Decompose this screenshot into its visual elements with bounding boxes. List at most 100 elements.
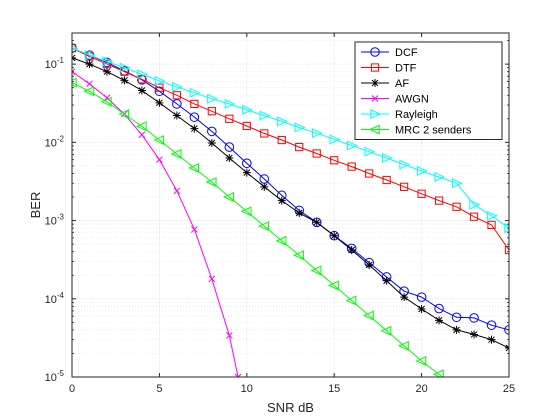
data-point-mrc-2-senders	[397, 340, 409, 351]
data-point-rayleigh	[504, 223, 509, 234]
series-line-dcf	[72, 47, 509, 331]
data-point-af	[120, 76, 129, 85]
data-point-dtf	[207, 107, 216, 116]
data-point-rayleigh	[119, 62, 131, 73]
series-af	[72, 53, 509, 352]
data-point-mrc-2-senders	[72, 77, 77, 88]
data-point-awgn	[156, 156, 163, 164]
data-point-rayleigh	[102, 56, 114, 67]
data-point-af	[277, 196, 286, 205]
data-point-af	[242, 168, 251, 177]
data-point-mrc-2-senders	[293, 250, 304, 261]
data-point-dcf	[486, 320, 497, 330]
data-point-dcf	[504, 325, 509, 335]
data-point-dcf	[154, 86, 165, 97]
data-point-af	[295, 208, 304, 217]
data-point-awgn	[191, 226, 198, 233]
data-point-mrc-2-senders	[380, 325, 392, 336]
legend-label: AF	[395, 78, 409, 90]
y-tick-label: 10-3	[45, 213, 65, 228]
data-point-dtf	[382, 175, 391, 185]
data-point-mrc-2-senders	[83, 86, 95, 97]
data-point-dtf	[172, 91, 181, 100]
data-point-awgn	[234, 373, 242, 377]
data-point-af	[347, 246, 356, 255]
data-point-mrc-2-senders	[452, 383, 461, 391]
data-point-af	[400, 293, 409, 302]
data-point-dtf	[225, 114, 234, 123]
data-point-dtf	[400, 182, 409, 191]
data-point-af	[487, 335, 496, 344]
data-point-af	[312, 218, 321, 227]
legend-label: AWGN	[395, 94, 429, 106]
data-point-dcf	[416, 292, 427, 302]
data-point-rayleigh	[329, 134, 341, 145]
legend-label: Rayleigh	[395, 109, 438, 121]
legend-label: MRC 2 senders	[395, 125, 472, 137]
data-point-dtf	[469, 212, 479, 221]
data-point-awgn	[72, 68, 76, 76]
data-point-mrc-2-senders	[432, 369, 444, 377]
data-point-rayleigh	[294, 122, 306, 133]
data-point-mrc-2-senders	[240, 206, 252, 217]
data-point-awgn	[225, 332, 233, 339]
data-point-dtf	[347, 162, 356, 171]
data-point-rayleigh	[84, 50, 96, 61]
data-point-dtf	[295, 142, 304, 152]
data-point-mrc-2-senders	[118, 109, 130, 120]
data-point-dtf	[155, 83, 164, 92]
data-point-dcf	[242, 158, 252, 169]
data-point-mrc-2-senders	[258, 221, 269, 232]
data-point-mrc-2-senders	[135, 121, 147, 132]
data-point-af	[417, 305, 426, 314]
data-point-dtf	[190, 99, 199, 109]
data-point-af	[435, 316, 444, 325]
series-layer	[72, 43, 509, 391]
data-point-awgn	[173, 187, 181, 195]
y-tick-label: 10-5	[45, 369, 65, 384]
legend-entry: AF	[361, 78, 409, 90]
x-tick-label: 5	[156, 383, 162, 395]
data-point-dcf	[189, 112, 200, 122]
data-point-awgn	[208, 275, 216, 283]
data-point-dtf	[487, 220, 496, 230]
data-point-dtf	[417, 189, 426, 198]
data-point-af	[155, 98, 164, 107]
legend-marker	[370, 47, 380, 57]
data-point-af	[207, 139, 216, 148]
data-point-awgn	[86, 80, 93, 88]
y-axis-label: BER	[28, 192, 43, 219]
legend-entry: MRC 2 senders	[361, 125, 472, 137]
data-point-rayleigh	[399, 159, 411, 170]
plot-frame	[71, 32, 510, 378]
y-tick-label: 10-4	[45, 291, 65, 306]
series-line-mrc-2-senders	[72, 82, 444, 377]
x-tick-label: 10	[241, 383, 253, 395]
data-point-rayleigh	[172, 82, 184, 92]
series-mrc-2-senders	[72, 77, 461, 391]
y-tick-label: 10-2	[45, 134, 65, 149]
data-point-mrc-2-senders	[415, 356, 427, 367]
legend-marker	[371, 79, 379, 87]
data-point-dtf	[365, 169, 374, 178]
legend-entry: DCF	[361, 47, 418, 59]
data-point-rayleigh	[189, 87, 201, 98]
data-point-mrc-2-senders	[170, 149, 182, 159]
legend-label: DTF	[395, 63, 417, 75]
data-point-rayleigh	[469, 199, 481, 210]
series-line-dtf	[72, 47, 509, 251]
data-point-rayleigh	[346, 140, 358, 151]
x-tick-label: 25	[503, 383, 515, 395]
data-point-af	[102, 67, 111, 76]
data-point-dcf	[434, 303, 444, 314]
series-dcf	[72, 43, 509, 335]
data-point-mrc-2-senders	[153, 135, 165, 146]
legend-marker	[370, 109, 382, 119]
legend-entry: AWGN	[361, 94, 429, 106]
data-point-rayleigh	[242, 104, 254, 115]
data-point-dtf	[452, 202, 461, 211]
legend-label: DCF	[395, 47, 418, 59]
legend-entry: DTF	[361, 63, 417, 75]
data-point-af	[452, 325, 461, 334]
